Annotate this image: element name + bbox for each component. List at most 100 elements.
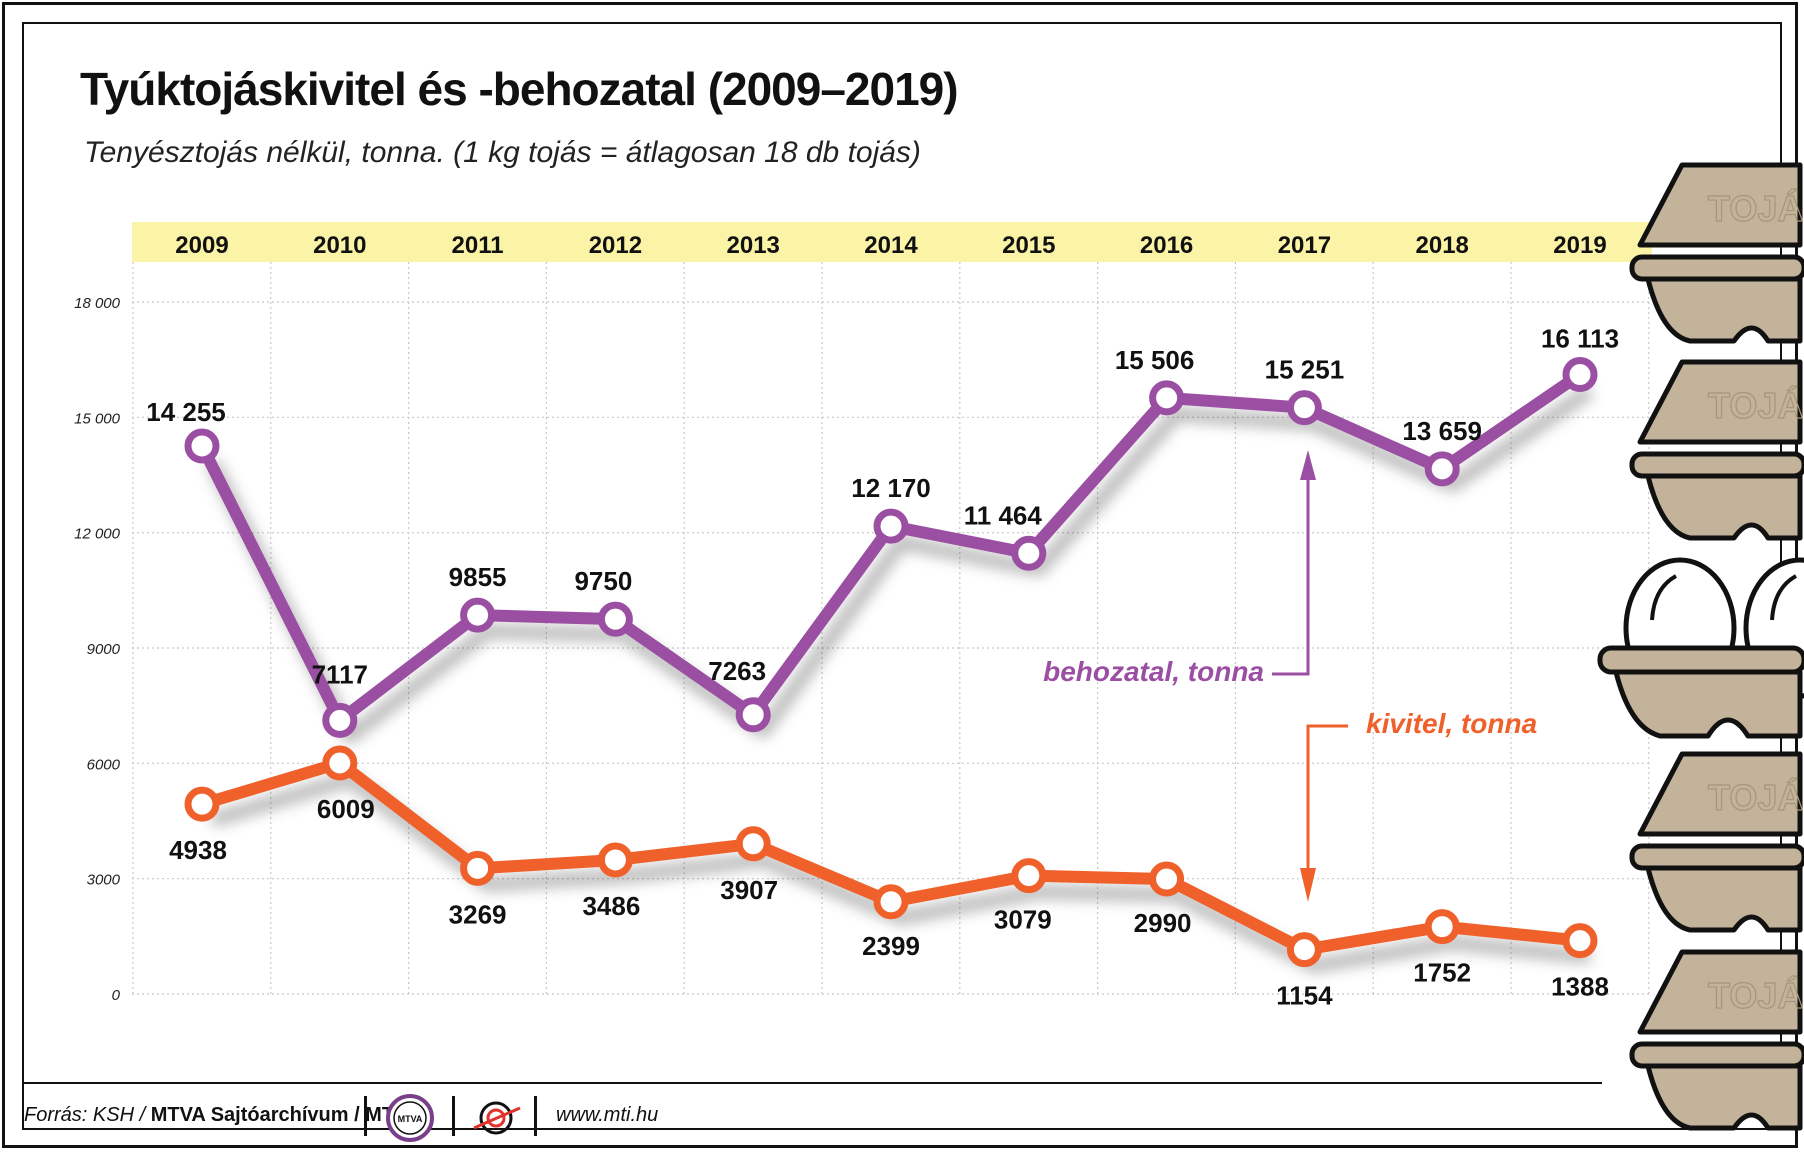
footer-separator: [452, 1096, 455, 1136]
series-shadow: [205, 384, 1594, 744]
kivitel-data-label: 3079: [994, 905, 1052, 935]
kivitel-data-label: 1154: [1276, 981, 1333, 1011]
x-tick-label: 2018: [1416, 232, 1469, 259]
kivitel-point: [597, 842, 633, 878]
kivitel-data-label: 3907: [720, 875, 778, 905]
kivitel-data-label: 1388: [1551, 972, 1609, 1002]
behozatal-arrow-line: [1272, 470, 1310, 676]
behozatal-point: [1424, 451, 1460, 487]
footer-url[interactable]: www.mti.hu: [556, 1104, 659, 1126]
behozatal-point: [873, 508, 909, 544]
carton-label: TOJÁS: [1708, 385, 1804, 426]
y-tick-label: 9000: [87, 641, 121, 658]
behozatal-data-label: 13 659: [1402, 416, 1482, 446]
y-tick-label: 0: [112, 987, 121, 1004]
y-tick-label: 12 000: [74, 526, 121, 543]
carton-rim: [1629, 254, 1804, 282]
kivitel-point: [1286, 932, 1322, 968]
behozatal-data-label: 16 113: [1541, 324, 1619, 354]
kivitel-annotation: kivitel, tonna: [1366, 708, 1537, 739]
behozatal-data-label: 9750: [574, 566, 632, 596]
behozatal-annotation: behozatal, tonna: [1043, 656, 1264, 687]
kivitel-arrow-line: [1306, 724, 1348, 876]
behozatal-point: [184, 428, 220, 464]
kivitel-point: [1562, 923, 1598, 959]
chart-title: Tyúktojáskivitel és -behozatal (2009–201…: [80, 63, 959, 115]
behozatal-data-label: 15 506: [1115, 345, 1195, 375]
egg-highlight: [1770, 574, 1798, 621]
annotations: behozatal, tonna kivitel, tonna: [1043, 450, 1537, 902]
behozatal-point: [1011, 535, 1047, 571]
behozatal-point: [735, 697, 771, 733]
series-shadow: [209, 771, 1591, 973]
behozatal-data-label: 14 255: [146, 397, 226, 427]
carton-lid: [1637, 949, 1803, 1035]
carton-lid: [1637, 751, 1803, 837]
kivitel-point: [184, 786, 220, 822]
kivitel-point: [873, 884, 909, 920]
y-tick-label: 18 000: [74, 295, 121, 312]
carton-rim: [1629, 843, 1804, 871]
carton-lid: [1637, 359, 1803, 445]
egg-carton: TOJÁS: [1629, 751, 1804, 933]
behozatal-point: [1149, 380, 1185, 416]
egg-highlight: [1650, 574, 1678, 621]
x-tick-label: 2019: [1553, 232, 1606, 259]
kivitel-arrowhead: [1300, 868, 1316, 902]
x-tick-label: 2016: [1140, 232, 1193, 259]
carton-label: TOJÁS: [1708, 777, 1804, 818]
x-tick-label: 2017: [1278, 232, 1331, 259]
y-tick-label: 3000: [87, 872, 121, 889]
behozatal-point: [460, 597, 496, 633]
x-tick-label: 2012: [589, 232, 642, 259]
grid: [132, 262, 1652, 995]
carton-lid: [1637, 162, 1803, 248]
series-shadows: [205, 384, 1594, 973]
mtva-logo-text: MTVA: [398, 1114, 423, 1124]
kivitel-data-label: 6009: [317, 794, 375, 824]
carton-label: TOJÁS: [1708, 975, 1804, 1016]
carton-label: TOJÁS: [1708, 188, 1804, 229]
carton-rim: [1629, 1041, 1804, 1069]
carton-rim: [1597, 645, 1804, 675]
behozatal-data-label: 9855: [449, 562, 507, 592]
carton-rim: [1629, 451, 1804, 479]
x-tick-label: 2009: [175, 232, 228, 259]
egg-carton: TOJÁS: [1629, 359, 1804, 541]
mti-logo: [473, 1101, 521, 1135]
footer-separator: [534, 1096, 537, 1136]
kivitel-point: [460, 850, 496, 886]
egg-carton: TOJÁS: [1629, 949, 1804, 1131]
kivitel-data-label: 2399: [862, 931, 920, 961]
kivitel-data-label: 3269: [449, 899, 507, 929]
kivitel-data-label: 4938: [169, 835, 227, 865]
egg-carton-stack: TOJÁS TOJÁS TOJÁS TOJÁS: [1597, 162, 1804, 1131]
footer-separator: [364, 1096, 367, 1136]
behozatal-arrowhead: [1300, 450, 1316, 480]
x-tick-label: 2015: [1002, 232, 1055, 259]
carton-cups: [1613, 669, 1803, 739]
x-axis-labels: 2009 2010 2011 2012 2013 2014 2015 2016 2017 2018…: [175, 232, 1606, 259]
kivitel-point: [1424, 909, 1460, 945]
source-prefix: Forrás: KSH /: [24, 1104, 151, 1126]
y-axis-labels: 0 3000 6000 9000 12 000 15 000 18 000: [74, 295, 121, 1004]
x-tick-label: 2013: [727, 232, 780, 259]
source-text: Forrás: KSH / MTVA Sajtóarchívum / MTI: [24, 1104, 400, 1127]
behozatal-data-label: 12 170: [851, 473, 931, 503]
y-tick-label: 15 000: [74, 410, 121, 427]
series-points: [184, 357, 1598, 968]
open-egg-carton: [1597, 557, 1804, 739]
kivitel-line: [196, 756, 1586, 956]
x-tick-label: 2010: [313, 232, 366, 259]
kivitel-point: [1011, 858, 1047, 894]
kivitel-point: [1149, 861, 1185, 897]
kivitel-data-label: 2990: [1134, 908, 1192, 938]
kivitel-point: [735, 826, 771, 862]
kivitel-data-label: 3486: [582, 891, 640, 921]
behozatal-data-label: 11 464: [964, 500, 1043, 530]
carton-cups: [1645, 276, 1803, 344]
behozatal-point: [322, 702, 358, 738]
x-tick-label: 2011: [452, 232, 504, 259]
